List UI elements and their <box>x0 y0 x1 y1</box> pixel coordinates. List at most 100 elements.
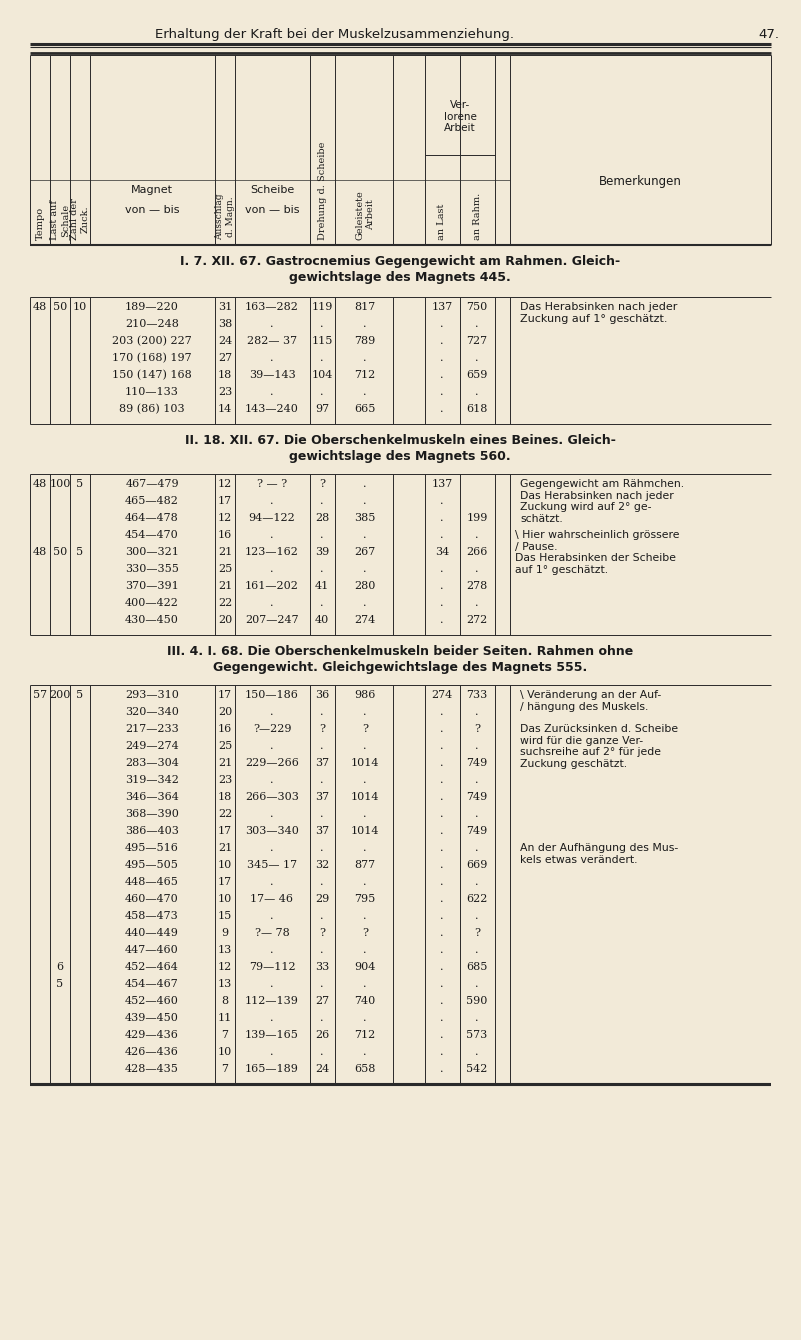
Text: 165—189: 165—189 <box>245 1064 299 1073</box>
Text: .: . <box>363 741 367 750</box>
Text: 25: 25 <box>218 564 232 574</box>
Text: .: . <box>475 352 479 363</box>
Text: 200: 200 <box>50 690 70 699</box>
Text: Scheibe: Scheibe <box>250 185 294 196</box>
Text: ?—229: ?—229 <box>253 724 292 734</box>
Text: 10: 10 <box>218 1047 232 1057</box>
Text: 34: 34 <box>435 547 449 557</box>
Text: .: . <box>270 775 274 785</box>
Text: .: . <box>441 1030 444 1040</box>
Text: 17: 17 <box>218 496 232 507</box>
Text: 749: 749 <box>466 758 488 768</box>
Text: 330—355: 330—355 <box>125 564 179 574</box>
Text: 465—482: 465—482 <box>125 496 179 507</box>
Text: .: . <box>320 708 324 717</box>
Text: 447—460: 447—460 <box>125 945 179 955</box>
Text: .: . <box>320 598 324 608</box>
Text: .: . <box>320 876 324 887</box>
Text: .: . <box>270 531 274 540</box>
Text: 280: 280 <box>354 582 376 591</box>
Text: .: . <box>441 598 444 608</box>
Text: 750: 750 <box>466 302 488 312</box>
Text: 429—436: 429—436 <box>125 1030 179 1040</box>
Text: 15: 15 <box>218 911 232 921</box>
Text: 733: 733 <box>466 690 488 699</box>
Text: .: . <box>441 1013 444 1022</box>
Text: 33: 33 <box>315 962 329 972</box>
Text: 904: 904 <box>354 962 376 972</box>
Text: 426—436: 426—436 <box>125 1047 179 1057</box>
Text: 48: 48 <box>33 302 47 312</box>
Text: 448—465: 448—465 <box>125 876 179 887</box>
Text: 282— 37: 282— 37 <box>247 336 297 346</box>
Text: \ Hier wahrscheinlich grössere
/ Pause.
Das Herabsinken der Scheibe
auf 1° gesch: \ Hier wahrscheinlich grössere / Pause. … <box>515 531 679 575</box>
Text: .: . <box>475 945 479 955</box>
Text: 32: 32 <box>315 860 329 870</box>
Text: .: . <box>475 980 479 989</box>
Text: 26: 26 <box>315 1030 329 1040</box>
Text: 50: 50 <box>53 547 67 557</box>
Text: 658: 658 <box>354 1064 376 1073</box>
Text: 386—403: 386—403 <box>125 825 179 836</box>
Text: 274: 274 <box>432 690 453 699</box>
Text: 454—470: 454—470 <box>125 531 179 540</box>
Text: .: . <box>363 980 367 989</box>
Text: .: . <box>441 387 444 397</box>
Text: .: . <box>475 741 479 750</box>
Text: 143—240: 143—240 <box>245 403 299 414</box>
Text: .: . <box>441 496 444 507</box>
Text: 31: 31 <box>218 302 232 312</box>
Text: .: . <box>320 1047 324 1057</box>
Text: .: . <box>441 513 444 523</box>
Text: 210—248: 210—248 <box>125 319 179 330</box>
Text: .: . <box>475 319 479 330</box>
Text: 24: 24 <box>315 1064 329 1073</box>
Text: 47.: 47. <box>758 28 779 42</box>
Text: Bemerkungen: Bemerkungen <box>598 176 682 188</box>
Text: 89 (86) 103: 89 (86) 103 <box>119 403 185 414</box>
Text: 18: 18 <box>218 370 232 381</box>
Text: 7: 7 <box>222 1064 228 1073</box>
Text: .: . <box>270 496 274 507</box>
Text: .: . <box>441 775 444 785</box>
Text: .: . <box>270 1047 274 1057</box>
Text: 5: 5 <box>56 980 63 989</box>
Text: II. 18. XII. 67. Die Oberschenkelmuskeln eines Beines. Gleich-: II. 18. XII. 67. Die Oberschenkelmuskeln… <box>184 434 615 448</box>
Text: 150—186: 150—186 <box>245 690 299 699</box>
Text: 28: 28 <box>315 513 329 523</box>
Text: III. 4. I. 68. Die Oberschenkelmuskeln beider Seiten. Rahmen ohne: III. 4. I. 68. Die Oberschenkelmuskeln b… <box>167 645 633 658</box>
Text: 207—247: 207—247 <box>245 615 299 624</box>
Text: 283—304: 283—304 <box>125 758 179 768</box>
Text: 428—435: 428—435 <box>125 1064 179 1073</box>
Text: 123—162: 123—162 <box>245 547 299 557</box>
Text: .: . <box>475 843 479 854</box>
Text: .: . <box>320 564 324 574</box>
Text: 16: 16 <box>218 724 232 734</box>
Text: 139—165: 139—165 <box>245 1030 299 1040</box>
Text: .: . <box>441 980 444 989</box>
Text: 452—464: 452—464 <box>125 962 179 972</box>
Text: 727: 727 <box>466 336 488 346</box>
Text: 163—282: 163—282 <box>245 302 299 312</box>
Text: 104: 104 <box>312 370 332 381</box>
Text: .: . <box>320 1013 324 1022</box>
Text: 39: 39 <box>315 547 329 557</box>
Text: 17: 17 <box>218 876 232 887</box>
Text: .: . <box>363 775 367 785</box>
Text: 300—321: 300—321 <box>125 547 179 557</box>
Text: 12: 12 <box>218 962 232 972</box>
Text: ?: ? <box>362 929 368 938</box>
Text: 12: 12 <box>218 513 232 523</box>
Text: .: . <box>441 724 444 734</box>
Text: 749: 749 <box>466 825 488 836</box>
Text: I. 7. XII. 67. Gastrocnemius Gegengewicht am Rahmen. Gleich-: I. 7. XII. 67. Gastrocnemius Gegengewich… <box>180 255 620 268</box>
Text: 17— 46: 17— 46 <box>251 894 293 905</box>
Text: .: . <box>475 708 479 717</box>
Text: gewichtslage des Magnets 560.: gewichtslage des Magnets 560. <box>289 450 511 464</box>
Text: Gegengewicht am Rähmchen.
Das Herabsinken nach jeder
Zuckung wird auf 2° ge-
sch: Gegengewicht am Rähmchen. Das Herabsinke… <box>520 478 684 524</box>
Text: .: . <box>270 387 274 397</box>
Text: 368—390: 368—390 <box>125 809 179 819</box>
Text: 430—450: 430—450 <box>125 615 179 624</box>
Text: .: . <box>441 564 444 574</box>
Text: 685: 685 <box>466 962 488 972</box>
